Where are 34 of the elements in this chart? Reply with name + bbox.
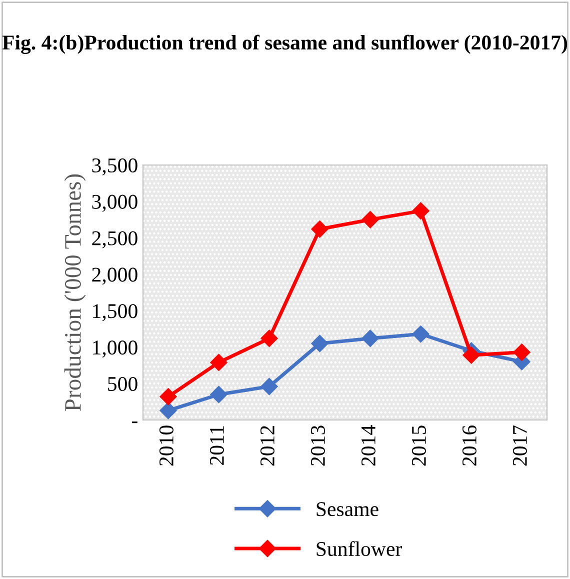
x-tick-label: 2015 (412, 426, 426, 466)
chart-title: Fig. 4:(b)Production trend of sesame and sunflower (2010-2017) (2, 34, 568, 54)
y-tick-label: 2,000 (92, 268, 138, 285)
point (362, 330, 379, 347)
x-tick-label: 2011 (210, 426, 224, 465)
x-tick-label: 2016 (462, 425, 476, 466)
point (412, 325, 430, 343)
point (362, 211, 379, 228)
y-tick-label: - (132, 422, 138, 424)
point (210, 354, 228, 371)
legend-label: Sesame (316, 502, 378, 516)
x-tick-label: 2014 (361, 425, 376, 466)
x-tick-label: 2012 (260, 426, 274, 466)
point (210, 386, 228, 404)
y-tick-label: 1,000 (93, 340, 138, 358)
point (160, 402, 177, 420)
y-tick-label: 2,500 (92, 231, 138, 248)
legend-label: Sunflower (316, 541, 402, 556)
y-tick-label: 3,000 (92, 194, 138, 212)
point (311, 220, 328, 238)
y-axis-title: Production ('000 Tonnes) (64, 174, 86, 411)
point (160, 388, 177, 406)
point (260, 330, 278, 347)
point (462, 346, 480, 364)
y-tick-label: 1,500 (93, 304, 138, 322)
x-tick-label: 2013 (310, 426, 325, 466)
y-tick-label: 500 (108, 376, 138, 392)
point (412, 202, 430, 220)
x-tick-label: 2017 (512, 425, 527, 466)
point (260, 378, 278, 396)
point (311, 334, 328, 352)
y-tick-label: 3,500 (92, 158, 138, 176)
point (513, 344, 530, 361)
x-tick-label: 2010 (159, 426, 174, 466)
